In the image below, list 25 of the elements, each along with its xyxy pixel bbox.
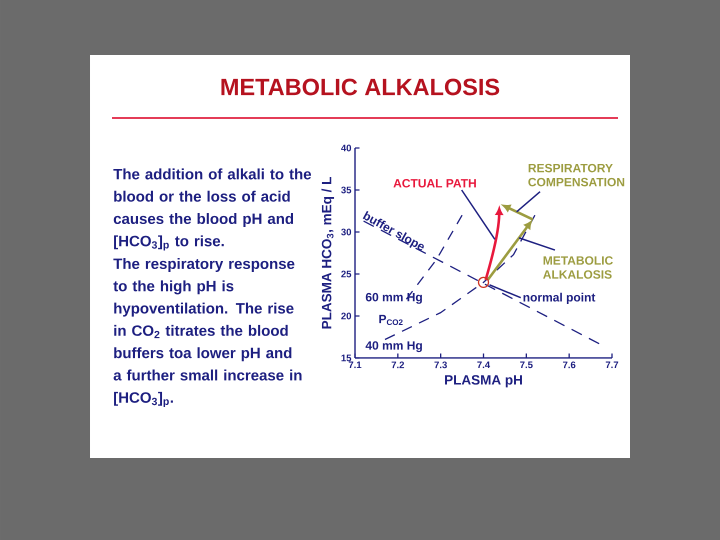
- x-tick-label: 7.2: [392, 362, 404, 368]
- x-tick-label: 7.5: [520, 362, 533, 368]
- y-tick-label: 15: [342, 354, 352, 362]
- annotation: P$_{CO2}$: [379, 314, 403, 326]
- y-tick-label: 35: [341, 186, 352, 194]
- y-tick-label: 25: [341, 270, 352, 278]
- x-tick-label: 7.4: [477, 362, 490, 368]
- y-tick-label: 30: [341, 228, 352, 236]
- x-tick-label: 7.1: [348, 362, 362, 368]
- series-label: 40 mm Hg: [366, 341, 422, 352]
- annotation: METABOLIC ALKALOSIS: [543, 256, 613, 279]
- y-axis-title: PLASMA HCO$_{3}$, mEq / L: [321, 177, 334, 328]
- text: The addition of alkali to the blood or the loss of acid causes the blood pH and [HCO$_{3}$]$_{p}$ to rise.: [113, 168, 312, 251]
- x-tick-label: 7.7: [606, 362, 618, 368]
- annotation: normal point: [524, 292, 596, 304]
- x-tick-label: 7.6: [562, 362, 576, 368]
- x-axis-title: PLASMA pH: [445, 375, 522, 388]
- x-tick-label: 7.3: [434, 362, 447, 368]
- y-tick-label: 20: [341, 312, 352, 320]
- text: The respiratory response to the high pH is hypoventilation. The rise in CO$_{2}$ titrates the blood buffers toa lower pH and a further small increase in [HCO$_{3}$]$_{p}$.: [113, 258, 302, 408]
- chart-title: METABOLIC ALKALOSIS: [221, 78, 500, 96]
- series-label: 60 mm Hg: [366, 292, 422, 304]
- annotation: RESPIRATORY COMPENSATION: [528, 164, 624, 186]
- annotation: ACTUAL PATH: [393, 179, 476, 188]
- y-tick-label: 40: [341, 144, 352, 152]
